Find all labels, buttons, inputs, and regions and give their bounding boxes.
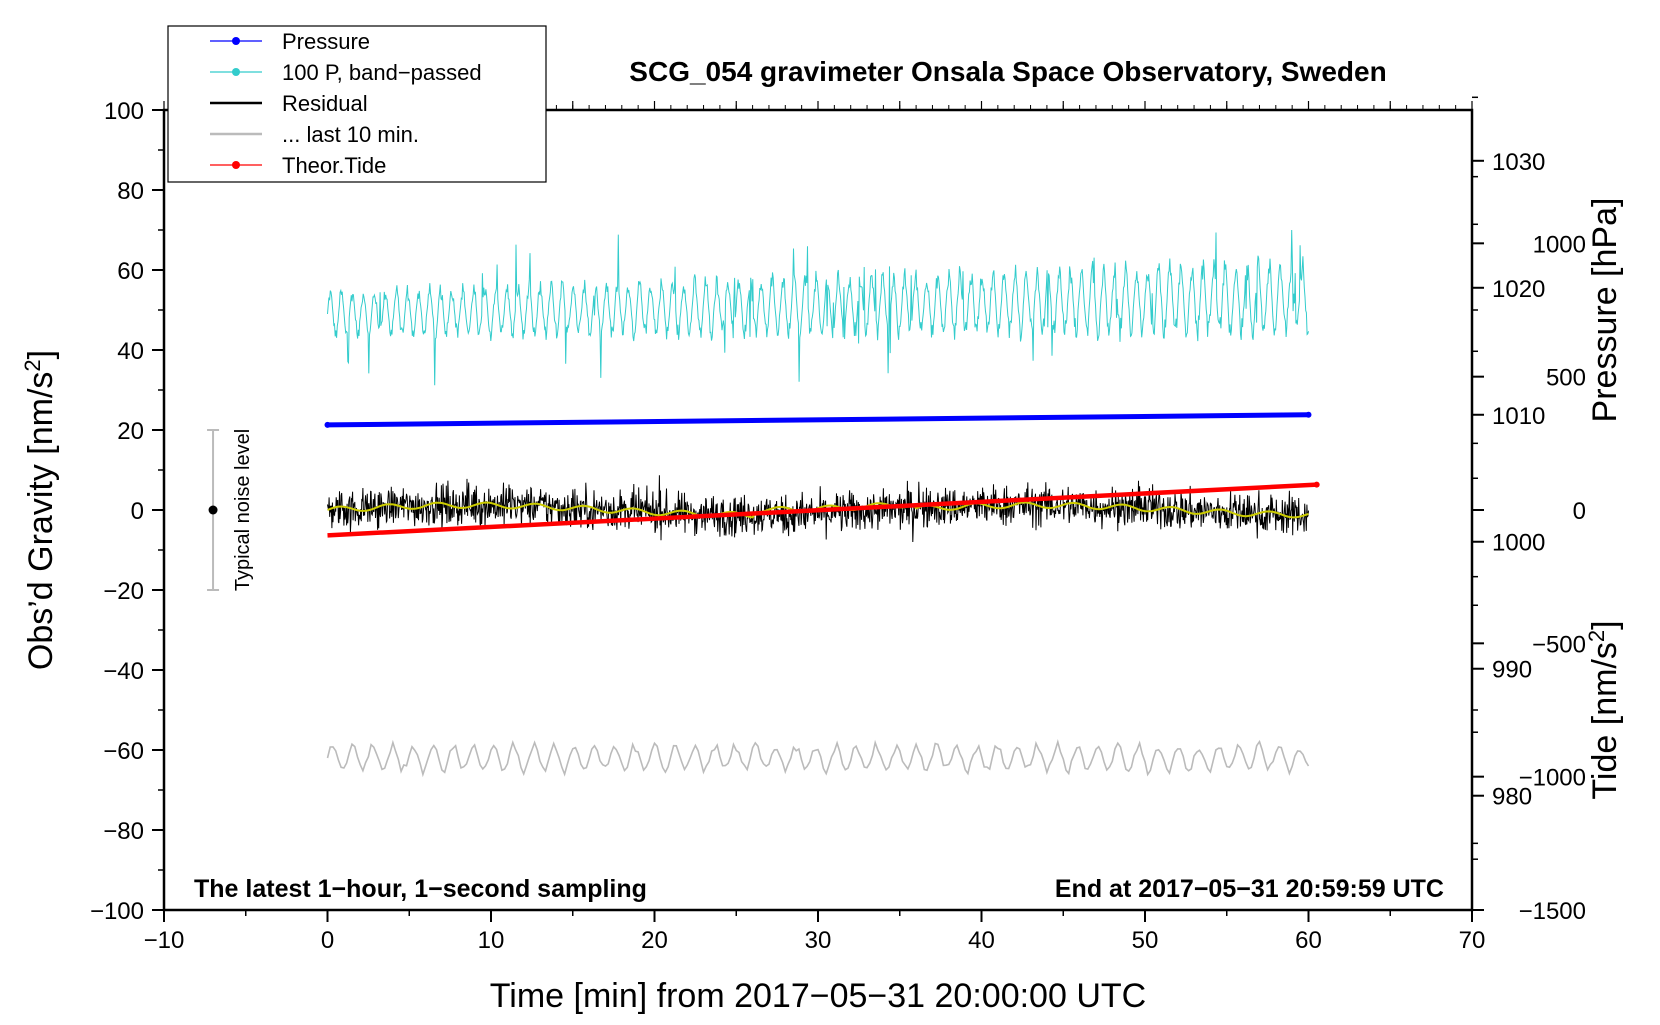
legend-label: Residual: [282, 91, 368, 116]
x-tick-label: 20: [641, 927, 668, 954]
annotation-bottom-left: The latest 1−hour, 1−second sampling: [194, 875, 647, 903]
annotation-bottom-right: End at 2017−05−31 20:59:59 UTC: [1055, 875, 1444, 903]
tide-axis-title-main: Tide [nm/s: [1586, 642, 1624, 799]
x-tick-label: 60: [1295, 927, 1322, 954]
x-tick-label: 0: [321, 927, 334, 954]
legend-label: Pressure: [282, 29, 370, 54]
series-band-passed-line: [327, 229, 1309, 386]
pressure-tick-label: 990: [1492, 657, 1532, 684]
tide-tick-label: 500: [1546, 365, 1586, 392]
y-tick-label: −20: [103, 578, 144, 605]
y-axis-title-sup: 2: [20, 359, 45, 371]
y-tick-label: 40: [117, 338, 144, 365]
y-tick-label: −80: [103, 818, 144, 845]
noise-bar-center: [208, 505, 218, 515]
y-tick-label: 60: [117, 258, 144, 285]
pressure-start-point: [324, 421, 331, 428]
x-tick-label: 30: [805, 927, 832, 954]
legend-marker: [232, 68, 240, 76]
series-group: [324, 229, 1320, 778]
series-last-10-min-line: [326, 738, 1310, 778]
legend-marker: [232, 37, 240, 45]
tide-axis-title-sup: 2: [1584, 630, 1609, 642]
series-tide-line: [327, 482, 1317, 538]
x-axis-title: Time [min] from 2017−05−31 20:00:00 UTC: [490, 977, 1146, 1015]
pressure-end-point: [1305, 411, 1312, 418]
y-tick-label: 100: [104, 98, 144, 125]
y-axis-title: Obs’d Gravity [nm/s2]: [20, 350, 60, 670]
noise-bar-label: Typical noise level: [232, 429, 254, 591]
axis-ticks: −10 0 10 20 30 40 50 60 70100806040200−20−40−60−…: [90, 96, 1586, 954]
legend-label: ... last 10 min.: [282, 122, 419, 147]
x-tick-label: 50: [1132, 927, 1159, 954]
tide-axis-title-end: ]: [1586, 620, 1624, 629]
y-tick-label: −100: [90, 898, 144, 925]
y-axis-title-main: Obs’d Gravity [nm/s: [22, 372, 60, 671]
tide-tick-label: −1500: [1519, 898, 1586, 925]
y-tick-label: 20: [117, 418, 144, 445]
tide-tick-label: −1000: [1519, 765, 1586, 792]
pressure-tick-label: 1020: [1492, 276, 1545, 303]
legend-marker: [232, 161, 240, 169]
tide-end-point: [1313, 481, 1320, 488]
legend-label: Theor.Tide: [282, 153, 386, 178]
pressure-tick-label: 1030: [1492, 149, 1545, 176]
x-tick-label: 70: [1459, 927, 1486, 954]
tide-tick-label: −500: [1532, 631, 1586, 658]
tide-tick-label: 1000: [1533, 231, 1586, 258]
series-pressure-line: [327, 412, 1309, 428]
x-tick-label: 40: [968, 927, 995, 954]
y-tick-label: 0: [131, 498, 144, 525]
x-tick-label: −10: [144, 927, 185, 954]
pressure-axis-title: Pressure [hPa]: [1586, 198, 1624, 423]
y-tick-label: −60: [103, 738, 144, 765]
tide-tick-label: 0: [1573, 498, 1586, 525]
pressure-tick-label: 1000: [1492, 530, 1545, 557]
legend: Pressure 100 P, band−passed Residual ... la…: [167, 25, 547, 183]
pressure-tick-label: 1010: [1492, 403, 1545, 430]
y-axis-title-end: ]: [22, 350, 60, 359]
noise-bar-group: Typical noise level: [207, 429, 254, 591]
y-tick-label: 80: [117, 178, 144, 205]
legend-label: 100 P, band−passed: [282, 60, 482, 85]
y-tick-label: −40: [103, 658, 144, 685]
legend-items: Pressure 100 P, band−passed Residual ... la…: [210, 29, 482, 178]
pressure-tick-label: 980: [1492, 784, 1532, 811]
tide-axis-title: Tide [nm/s2]: [1584, 620, 1624, 799]
chart-title: SCG_054 gravimeter Onsala Space Observat…: [629, 56, 1386, 87]
x-tick-label: 10: [478, 927, 505, 954]
